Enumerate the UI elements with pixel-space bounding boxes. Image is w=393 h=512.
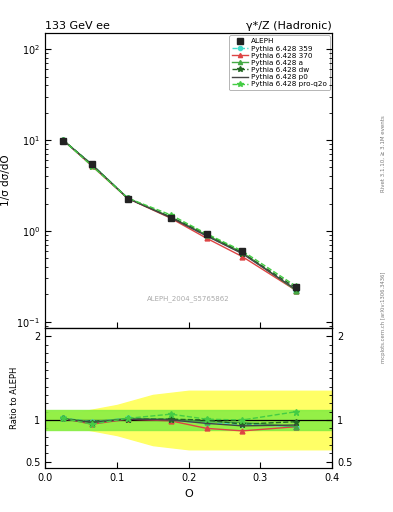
Text: ALEPH_2004_S5765862: ALEPH_2004_S5765862 (147, 295, 230, 302)
Legend: ALEPH, Pythia 6.428 359, Pythia 6.428 370, Pythia 6.428 a, Pythia 6.428 dw, Pyth: ALEPH, Pythia 6.428 359, Pythia 6.428 37… (230, 35, 330, 90)
Y-axis label: Ratio to ALEPH: Ratio to ALEPH (10, 367, 19, 430)
Text: Rivet 3.1.10, ≥ 3.1M events: Rivet 3.1.10, ≥ 3.1M events (381, 115, 386, 192)
Text: mcplots.cern.ch [arXiv:1306.3436]: mcplots.cern.ch [arXiv:1306.3436] (381, 272, 386, 363)
Text: 133 GeV ee: 133 GeV ee (45, 21, 110, 31)
Text: γ*/Z (Hadronic): γ*/Z (Hadronic) (246, 21, 332, 31)
X-axis label: O: O (184, 489, 193, 499)
Y-axis label: 1/σ dσ/dO: 1/σ dσ/dO (1, 155, 11, 206)
